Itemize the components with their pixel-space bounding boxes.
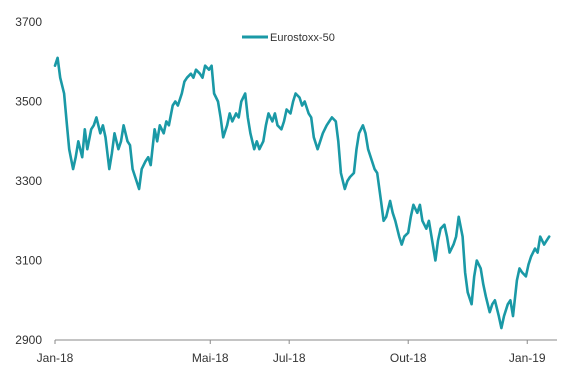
x-tick-label: Mai-18 <box>192 351 229 365</box>
legend: Eurostoxx-50 <box>242 32 335 44</box>
y-tick-label: 3100 <box>15 254 42 268</box>
y-tick-label: 3700 <box>15 15 42 29</box>
x-tick-label: Jan-18 <box>37 351 74 365</box>
y-tick-label: 3300 <box>15 174 42 188</box>
legend-label: Eurostoxx-50 <box>270 32 335 44</box>
y-tick-label: 2900 <box>15 333 42 347</box>
x-tick-label: Out-18 <box>390 351 427 365</box>
series-line-eurostoxx-50 <box>53 56 551 330</box>
y-tick-label: 3500 <box>15 95 42 109</box>
x-tick-label: Jan-19 <box>509 351 546 365</box>
x-tick-label: Jul-18 <box>273 351 306 365</box>
